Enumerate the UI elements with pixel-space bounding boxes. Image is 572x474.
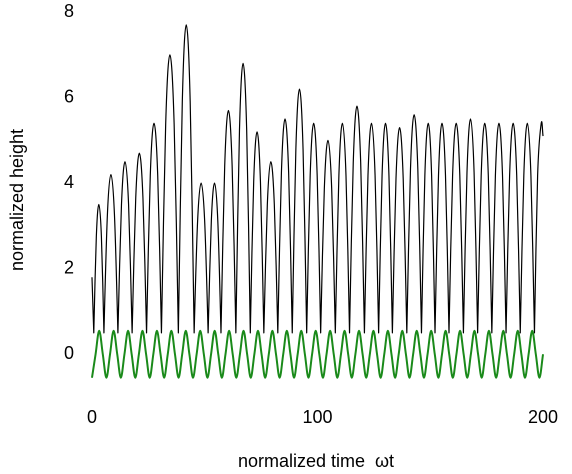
y-tick-label: 0 (64, 343, 74, 363)
data-line (91, 24, 544, 334)
y-tick-label: 2 (64, 257, 74, 277)
x-axis-label: normalized time ωt (238, 451, 394, 471)
y-tick-label: 8 (64, 1, 74, 21)
y-axis-label: normalized height (7, 129, 27, 271)
x-tick-label: 0 (87, 407, 97, 427)
data-line (90, 329, 545, 379)
x-tick-label: 100 (302, 407, 332, 427)
y-tick-label: 4 (64, 172, 74, 192)
y-tick-label: 6 (64, 86, 74, 106)
x-tick-label: 200 (528, 407, 558, 427)
